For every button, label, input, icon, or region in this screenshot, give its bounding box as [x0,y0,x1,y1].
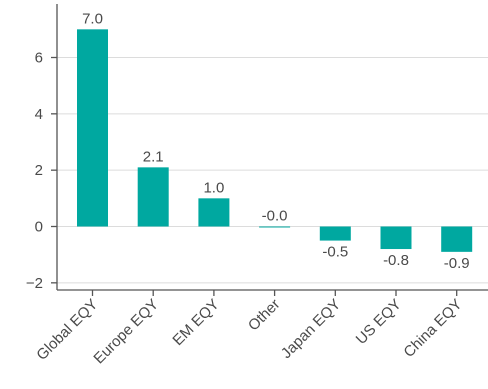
x-tick-label: Europe EQY [90,296,162,368]
bar-value-label: 2.1 [143,148,164,165]
x-tick-label: EM EQY [169,296,222,349]
bars [77,29,473,252]
y-tick-label: 2 [35,162,43,179]
bar-value-label: -0.9 [444,255,470,272]
x-tick-label: Other [245,296,284,335]
bar-value-label: 1.0 [203,179,224,196]
bar [77,29,108,227]
axes [51,4,488,296]
x-tick-label: China EQY [400,296,465,361]
bar-value-label: 7.0 [82,10,103,27]
y-tick-label: 6 [35,50,43,67]
bar-value-label: -0.8 [383,252,409,269]
bar [380,226,412,250]
y-tick-label: −2 [26,275,43,292]
y-tick-label: 0 [35,219,43,236]
bar [319,226,351,241]
bar [198,198,230,227]
bar-value-label: -0.0 [262,208,288,225]
bar [137,167,169,227]
y-tick-label: 4 [35,106,43,123]
x-tick-label: US EQY [353,296,405,348]
bar [259,226,291,228]
grid-lines [57,57,488,284]
bar-value-label: -0.5 [322,244,348,261]
bar [441,226,473,252]
x-tick-label: Japan EQY [278,296,344,362]
